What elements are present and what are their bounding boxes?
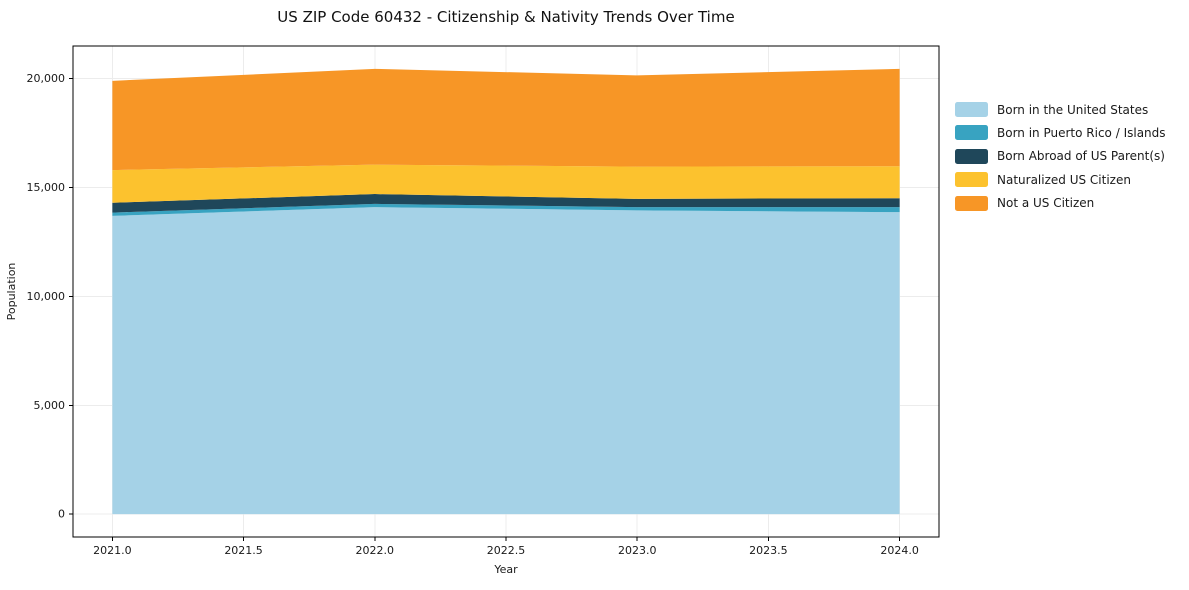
legend-item: Not a US Citizen (955, 195, 1166, 211)
legend-swatch (955, 102, 988, 117)
x-tick-label: 2021.5 (224, 544, 263, 557)
area-series-2 (112, 194, 900, 213)
area-series-1 (112, 203, 900, 216)
legend-item: Born in the United States (955, 102, 1166, 117)
legend-item: Born in Puerto Rico / Islands (955, 125, 1166, 141)
x-axis-title: Year (493, 563, 518, 576)
legend-swatch (955, 195, 988, 211)
legend-swatch (955, 172, 988, 188)
y-tick-label: 0 (58, 508, 65, 521)
y-tick-label: 10,000 (27, 290, 66, 303)
y-axis-title: Population (5, 263, 18, 321)
x-tick-label: 2023.0 (618, 544, 657, 557)
legend-item: Naturalized US Citizen (955, 172, 1166, 188)
x-tick-label: 2024.0 (880, 544, 919, 557)
legend-label: Not a US Citizen (997, 196, 1095, 211)
area-series-0 (112, 207, 900, 515)
y-tick-label: 15,000 (27, 181, 66, 194)
legend: Born in the United States Born in Puerto… (955, 102, 1166, 219)
legend-label: Born in Puerto Rico / Islands (997, 125, 1166, 140)
legend-swatch (955, 148, 988, 164)
legend-label: Born Abroad of US Parent(s) (997, 149, 1165, 164)
x-tick-label: 2023.5 (749, 544, 788, 557)
chart-title: US ZIP Code 60432 - Citizenship & Nativi… (277, 8, 735, 26)
x-tick-label: 2021.0 (93, 544, 132, 557)
x-tick-label: 2022.5 (487, 544, 526, 557)
legend-swatch (955, 125, 988, 141)
area-series-4 (112, 68, 900, 171)
x-tick-label: 2022.0 (356, 544, 395, 557)
legend-label: Born in the United States (997, 102, 1149, 117)
y-tick-label: 5,000 (34, 399, 66, 412)
y-tick-label: 20,000 (27, 72, 66, 85)
area-series-3 (112, 164, 900, 203)
legend-item: Born Abroad of US Parent(s) (955, 148, 1166, 164)
legend-label: Naturalized US Citizen (997, 172, 1131, 187)
